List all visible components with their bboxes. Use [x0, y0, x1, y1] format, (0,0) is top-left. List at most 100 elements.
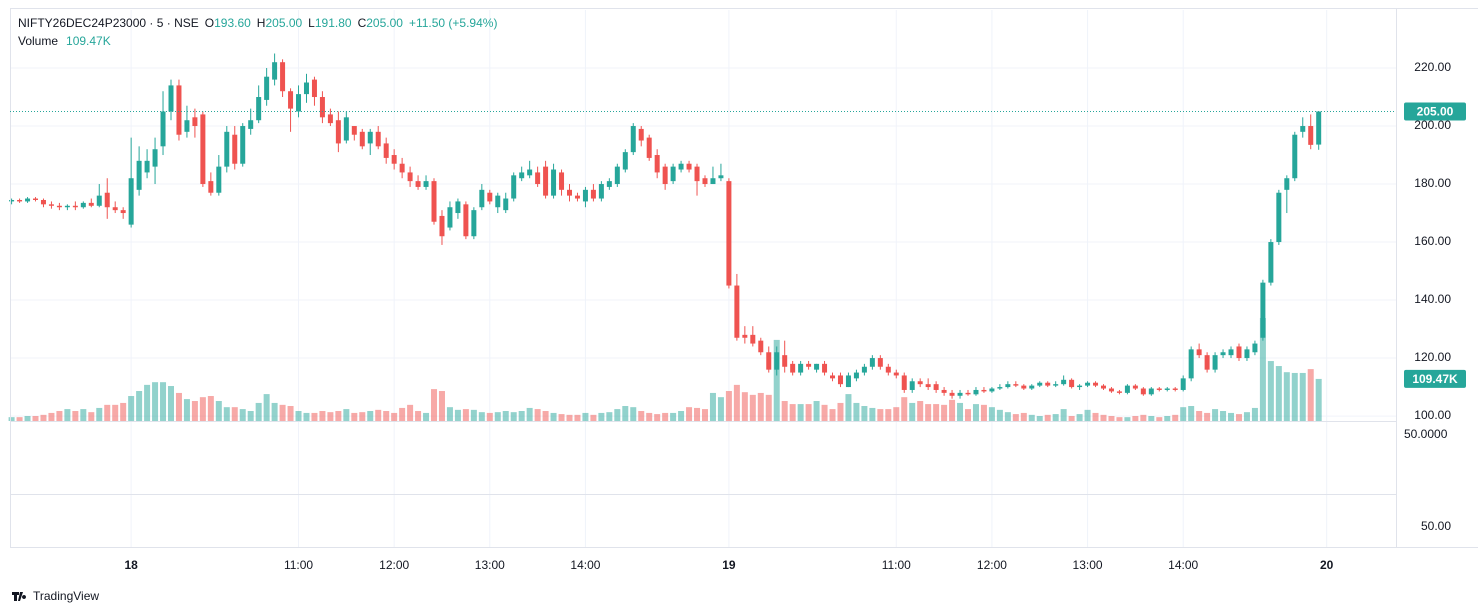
volume-bar — [247, 411, 254, 421]
volume-bar — [351, 412, 358, 421]
volume-bar — [670, 412, 677, 421]
volume-bar — [1220, 411, 1227, 421]
volume-bar — [311, 412, 318, 421]
candle-body — [949, 392, 955, 396]
candle-body — [981, 389, 987, 392]
candle-body — [40, 199, 46, 205]
volume-bar — [877, 409, 884, 421]
candle-body — [415, 181, 421, 187]
volume-value: 109.47K — [66, 34, 111, 48]
volume-bar — [383, 411, 390, 421]
candle-body — [551, 169, 557, 196]
volume-bar — [741, 392, 748, 421]
volume-bar — [231, 407, 238, 421]
volume-bar — [765, 394, 772, 421]
candle-body — [463, 204, 469, 237]
x-tick-label: 11:00 — [284, 558, 313, 572]
volume-bar — [1052, 414, 1059, 421]
candle-body — [1292, 134, 1298, 179]
candle-body — [798, 363, 804, 373]
volume-bar — [901, 397, 908, 421]
candle-body — [678, 163, 684, 170]
y-tick-label: 160.00 — [1414, 234, 1451, 248]
volume-bar — [48, 412, 55, 421]
volume-bar — [319, 411, 326, 421]
volume-bar — [191, 401, 198, 421]
ohlc-key: O — [205, 16, 214, 30]
x-tick-label: 11:00 — [882, 558, 911, 572]
volume-bar — [941, 404, 948, 421]
candle-body — [646, 137, 652, 158]
candle-body — [88, 202, 94, 206]
y-tick-label: 200.00 — [1414, 118, 1451, 132]
candle-body — [965, 392, 971, 395]
volume-bar — [869, 407, 876, 421]
volume-bar — [678, 411, 685, 421]
candle-body — [423, 181, 429, 187]
volume-bar — [709, 392, 716, 421]
candle-body — [367, 131, 373, 144]
candle-body — [495, 195, 501, 208]
volume-bar — [1188, 406, 1195, 421]
candle-body — [48, 204, 54, 206]
volume-bar — [733, 384, 740, 421]
volume-bar — [829, 409, 836, 421]
volume-bar — [104, 404, 111, 421]
candle-body — [1156, 388, 1162, 390]
volume-bar — [120, 402, 127, 421]
volume-bar — [574, 414, 581, 421]
volume-bar — [72, 411, 79, 421]
volume-bar — [845, 394, 852, 421]
candle-body — [957, 392, 963, 396]
candle-body — [1236, 346, 1242, 359]
candle-body — [1108, 388, 1114, 392]
volume-bar — [96, 407, 103, 421]
volume-bar — [415, 411, 422, 421]
volume-bar — [1076, 414, 1083, 421]
candle-body — [1005, 384, 1011, 388]
volume-bar — [797, 404, 804, 421]
volume-bar — [375, 409, 382, 421]
change: +11.50 (+5.94%) — [409, 16, 498, 30]
candle-body — [1180, 378, 1186, 390]
volume-bar — [980, 404, 987, 421]
candle-body — [1308, 126, 1314, 145]
volume-bar — [606, 412, 613, 421]
volume-bar — [893, 407, 900, 421]
volume-bar — [542, 411, 549, 421]
volume-bar — [239, 409, 246, 421]
volume-bar — [781, 401, 788, 421]
volume-bar — [1004, 412, 1011, 421]
volume-bar — [446, 407, 453, 421]
candle-body — [192, 117, 198, 127]
volume-bar — [462, 409, 469, 421]
candle-body — [710, 178, 716, 185]
volume-bar — [1116, 417, 1123, 421]
volume-bar — [630, 407, 637, 421]
candle-body — [1045, 382, 1051, 386]
volume-bar — [646, 412, 653, 421]
volume-bar — [861, 406, 868, 421]
candle-body — [216, 166, 222, 193]
candle-body — [200, 114, 206, 185]
volume-bar — [367, 411, 374, 421]
volume-bar — [438, 391, 445, 421]
candle-body — [814, 363, 820, 370]
candle-body — [479, 189, 485, 208]
candle-body — [837, 375, 843, 385]
volume-bar — [1228, 412, 1235, 421]
candle-body — [861, 366, 867, 373]
volume-title: Volume — [18, 34, 58, 48]
candle-body — [901, 375, 907, 390]
candle-body — [25, 198, 31, 202]
volume-tag-label: 109.47K — [1412, 372, 1458, 386]
volume-bar — [160, 382, 167, 421]
y-tick-label: 220.00 — [1414, 60, 1451, 74]
candle-body — [766, 352, 772, 370]
volume-bar — [215, 401, 222, 421]
volume-bar — [805, 404, 812, 421]
candle-body — [1252, 343, 1258, 353]
volume-bar — [470, 409, 477, 421]
volume-bar — [510, 412, 517, 421]
volume-bar — [725, 391, 732, 421]
